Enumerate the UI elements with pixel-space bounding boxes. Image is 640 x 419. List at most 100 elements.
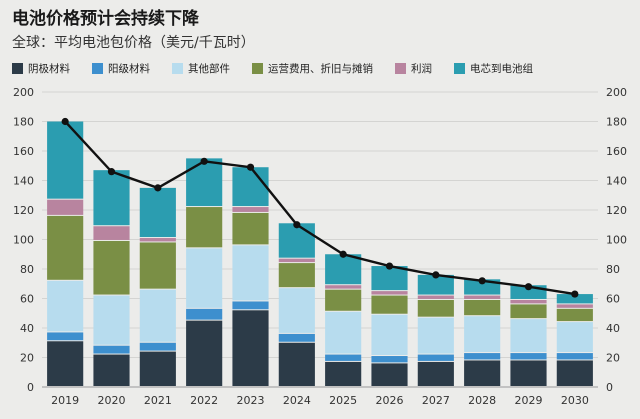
bar-segment bbox=[139, 242, 176, 289]
bar-segment bbox=[371, 295, 408, 314]
legend-item: 利润 bbox=[395, 61, 432, 76]
bar-segment bbox=[232, 167, 269, 207]
x-tick-label: 2020 bbox=[98, 394, 126, 407]
price-point bbox=[200, 157, 208, 165]
price-point bbox=[524, 283, 533, 291]
y-tick-label-left: 20 bbox=[20, 352, 34, 365]
x-tick-label: 2022 bbox=[190, 394, 218, 407]
price-point bbox=[154, 184, 162, 192]
bar-segment bbox=[186, 248, 223, 308]
bar-segment bbox=[232, 212, 269, 245]
legend-label: 电芯到电池组 bbox=[470, 63, 533, 75]
bar-segment bbox=[139, 238, 176, 242]
x-tick-label: 2027 bbox=[422, 394, 450, 407]
x-tick-label: 2019 bbox=[51, 394, 79, 407]
bar-segment bbox=[139, 289, 176, 342]
legend-swatch bbox=[252, 63, 263, 74]
bar-segment bbox=[232, 310, 269, 386]
legend-item: 电芯到电池组 bbox=[454, 61, 533, 76]
chart-subtitle: 全球：平均电池包价格（美元/千瓦时） bbox=[12, 35, 255, 51]
y-tick-label-left: 140 bbox=[13, 175, 34, 188]
bar-segment bbox=[556, 304, 593, 308]
bar-segment bbox=[139, 187, 176, 238]
legend-swatch bbox=[12, 63, 23, 74]
bar-segment bbox=[464, 316, 501, 353]
legend-swatch bbox=[454, 63, 465, 74]
bar-segment bbox=[325, 361, 362, 386]
bar-segment bbox=[47, 215, 84, 280]
y-tick-label-left: 180 bbox=[13, 116, 34, 129]
y-tick-label-left: 200 bbox=[13, 86, 34, 99]
y-tick-label-left: 0 bbox=[27, 381, 34, 394]
bar-segment bbox=[371, 314, 408, 356]
legend-swatch bbox=[395, 63, 406, 74]
price-point bbox=[107, 168, 116, 176]
bar-segment bbox=[278, 258, 315, 263]
legend-item: 阴极材料 bbox=[12, 61, 70, 76]
bar-segment bbox=[93, 226, 130, 240]
bar-segment bbox=[556, 308, 593, 322]
bar-segment bbox=[510, 304, 547, 319]
legend-item: 运营费用、折旧与摊销 bbox=[252, 61, 373, 76]
price-point bbox=[385, 262, 394, 270]
bar-segment bbox=[47, 341, 84, 386]
bar-segment bbox=[510, 360, 547, 386]
bar-segment bbox=[232, 245, 269, 301]
chart-title: 电池价格预计会持续下降 bbox=[12, 9, 199, 29]
bar-segment bbox=[47, 199, 84, 215]
price-point bbox=[246, 163, 255, 171]
bar-segment bbox=[510, 319, 547, 353]
y-tick-label-right: 140 bbox=[606, 175, 627, 188]
bar-segment bbox=[325, 285, 362, 289]
bar-segment bbox=[47, 280, 84, 332]
legend-label: 利润 bbox=[411, 63, 432, 75]
bar-segment bbox=[325, 254, 362, 285]
bar-segment bbox=[186, 158, 223, 207]
bar-segment bbox=[186, 207, 223, 248]
bar-segment bbox=[93, 345, 130, 354]
bar-segment bbox=[93, 170, 130, 226]
legend-label: 阳级材料 bbox=[108, 63, 150, 75]
bar-segment bbox=[232, 207, 269, 212]
bar-segment bbox=[510, 299, 547, 304]
bar-segment bbox=[278, 288, 315, 333]
y-tick-label-right: 60 bbox=[606, 293, 620, 306]
bar-segment bbox=[417, 361, 454, 386]
bar-segment bbox=[371, 356, 408, 363]
y-tick-label-left: 60 bbox=[20, 293, 34, 306]
bar-segment bbox=[93, 295, 130, 345]
price-line bbox=[64, 120, 576, 296]
y-tick-label-right: 160 bbox=[606, 145, 627, 158]
bar-segment bbox=[556, 353, 593, 360]
price-point bbox=[339, 250, 347, 258]
price-point bbox=[293, 221, 301, 229]
bar-segment bbox=[278, 263, 315, 288]
y-tick-label-left: 100 bbox=[13, 234, 34, 247]
bar-segment bbox=[186, 308, 223, 320]
y-tick-label-right: 20 bbox=[606, 352, 620, 365]
bar-segment bbox=[278, 223, 315, 258]
x-tick-label: 2029 bbox=[515, 394, 543, 407]
bar-segment bbox=[325, 289, 362, 311]
x-tick-label: 2026 bbox=[376, 394, 404, 407]
legend-label: 阴极材料 bbox=[28, 63, 70, 75]
x-tick-label: 2024 bbox=[283, 394, 311, 407]
bar-segment bbox=[556, 294, 593, 304]
bar-segment bbox=[325, 311, 362, 354]
legend-label: 运营费用、折旧与摊销 bbox=[268, 63, 373, 75]
y-tick-label-right: 200 bbox=[606, 86, 627, 99]
y-tick-label-right: 80 bbox=[606, 263, 620, 276]
bar-segment bbox=[139, 342, 176, 351]
y-tick-label-left: 40 bbox=[20, 322, 34, 335]
bar-segment bbox=[464, 299, 501, 316]
price-point bbox=[571, 290, 579, 298]
bar-segment bbox=[93, 354, 130, 386]
x-tick-label: 2028 bbox=[468, 394, 496, 407]
y-tick-label-right: 100 bbox=[606, 234, 627, 247]
y-tick-label-right: 40 bbox=[606, 322, 620, 335]
bar-segment bbox=[464, 295, 501, 299]
bar-segment bbox=[47, 332, 84, 341]
x-tick-label: 2023 bbox=[237, 394, 265, 407]
